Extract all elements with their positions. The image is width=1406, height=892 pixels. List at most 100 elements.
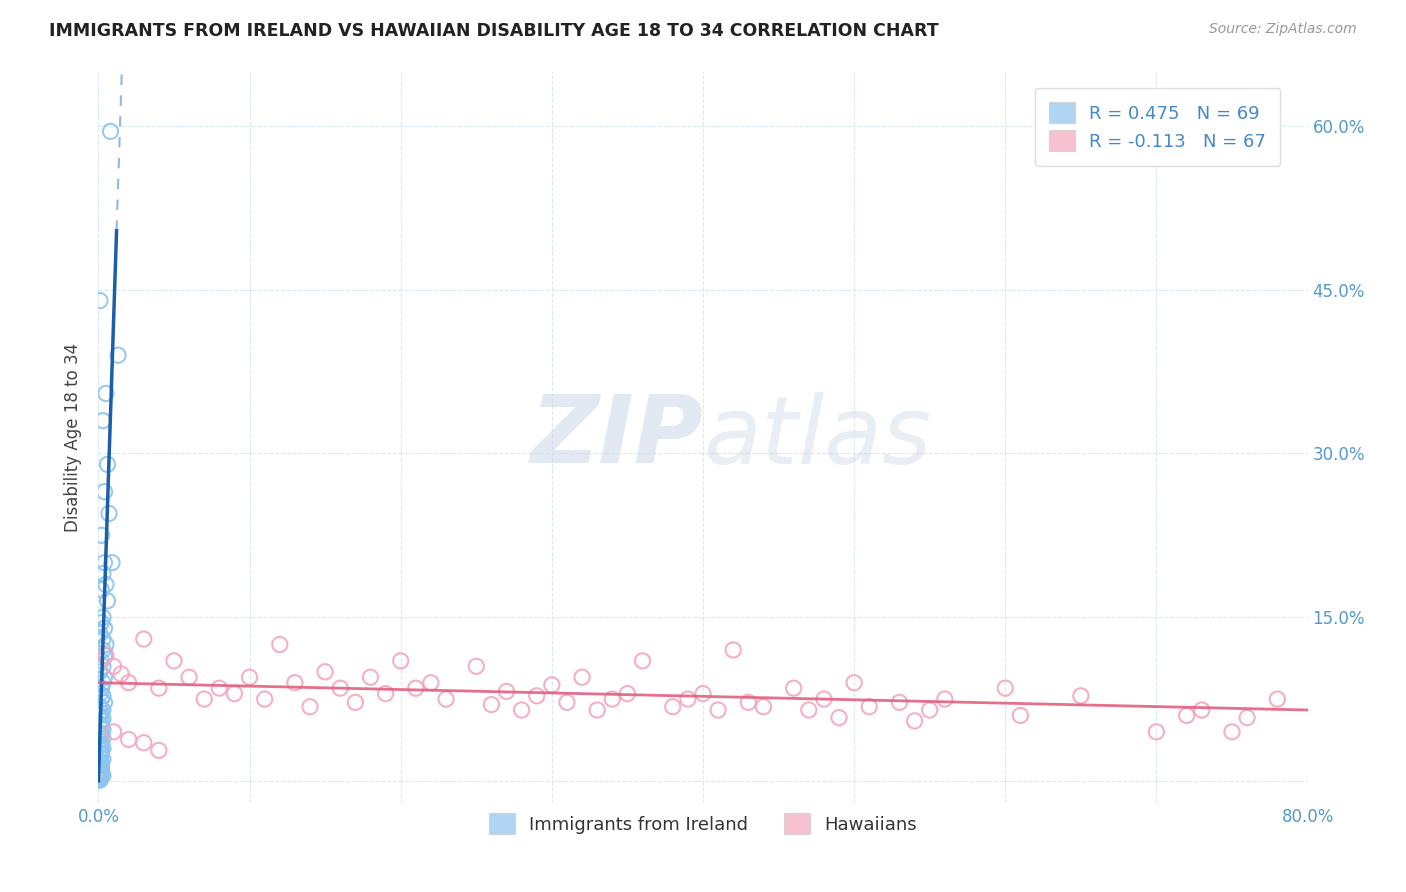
Point [89,763,111,777]
Point [90,761,112,775]
Point [692,687,714,701]
Point [89,767,111,781]
Point [93,648,115,663]
Point [918,703,941,717]
Point [103,659,125,673]
Point [90,692,112,706]
Point [994,681,1017,695]
Point [89,739,111,753]
Point [89,733,111,747]
Point [90,756,112,771]
Point [90,719,112,733]
Point [132,632,155,646]
Point [555,695,578,709]
Point [90,747,112,762]
Point [193,692,215,706]
Point [1191,703,1213,717]
Point [89,772,111,787]
Point [89,746,111,760]
Point [107,348,129,362]
Point [90,528,112,542]
Point [329,681,352,695]
Point [90,728,112,742]
Point [224,687,246,701]
Point [132,736,155,750]
Text: IMMIGRANTS FROM IRELAND VS HAWAIIAN DISABILITY AGE 18 TO 34 CORRELATION CHART: IMMIGRANTS FROM IRELAND VS HAWAIIAN DISA… [49,22,939,40]
Point [676,692,699,706]
Point [118,675,141,690]
Point [89,754,111,768]
Point [889,695,911,709]
Point [344,695,367,709]
Point [737,695,759,709]
Point [1236,711,1258,725]
Point [299,699,322,714]
Point [89,717,111,731]
Point [93,670,115,684]
Point [91,689,114,703]
Point [405,681,427,695]
Point [90,714,112,728]
Point [89,771,111,785]
Point [1175,708,1198,723]
Point [89,708,111,723]
Point [90,764,112,779]
Point [91,566,114,581]
Point [103,724,125,739]
Point [96,458,118,472]
Point [91,414,114,428]
Point [510,703,533,717]
Point [91,752,114,766]
Point [360,670,382,684]
Point [90,615,112,630]
Point [94,577,117,591]
Point [118,732,141,747]
Point [374,687,396,701]
Point [707,703,730,717]
Point [89,726,111,740]
Point [420,675,443,690]
Point [91,703,114,717]
Point [253,692,276,706]
Point [91,712,114,726]
Point [90,582,112,597]
Point [94,386,117,401]
Point [540,678,562,692]
Point [96,594,118,608]
Point [91,731,114,746]
Point [797,703,820,717]
Point [91,610,114,624]
Point [526,689,548,703]
Point [1070,689,1092,703]
Point [904,714,927,728]
Point [89,770,111,784]
Point [91,659,114,673]
Point [314,665,336,679]
Point [89,665,111,679]
Point [631,654,654,668]
Y-axis label: Disability Age 18 to 34: Disability Age 18 to 34 [65,343,83,532]
Legend: Immigrants from Ireland, Hawaiians: Immigrants from Ireland, Hawaiians [478,803,928,845]
Point [93,621,115,635]
Point [91,768,114,782]
Point [284,675,307,690]
Point [208,681,231,695]
Point [752,699,775,714]
Point [465,659,488,673]
Point [844,675,866,690]
Point [586,703,609,717]
Point [101,556,124,570]
Point [93,695,115,709]
Point [858,699,880,714]
Point [389,654,412,668]
Point [94,638,117,652]
Point [89,687,111,701]
Point [616,687,638,701]
Point [90,681,112,695]
Point [91,675,114,690]
Point [89,293,111,308]
Point [269,638,291,652]
Point [723,643,745,657]
Point [89,626,111,640]
Point [179,670,201,684]
